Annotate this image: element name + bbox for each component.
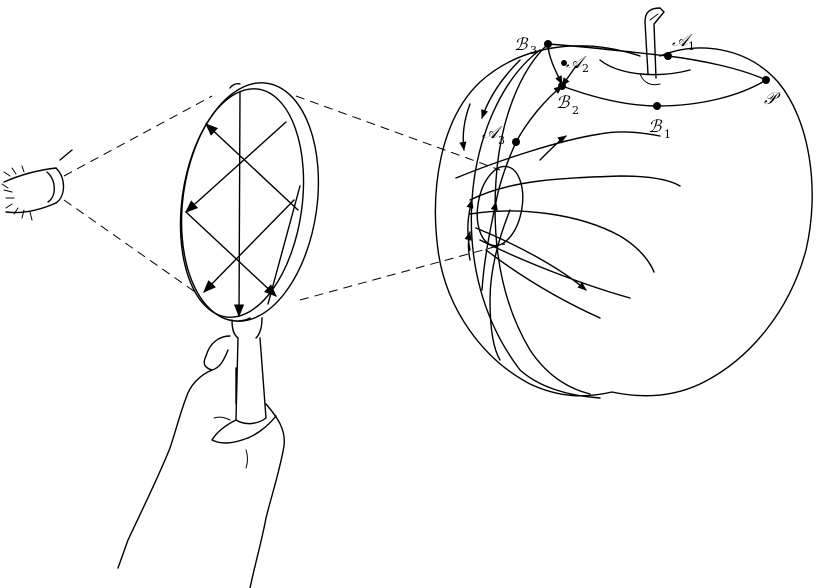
label-P-letter: 𝒫 — [764, 89, 781, 109]
label-A1: 𝒜 1 — [672, 31, 695, 53]
label-B3-letter: ℬ — [514, 35, 529, 55]
label-A3-letter: 𝒜 — [482, 123, 503, 143]
point-A2 — [561, 60, 567, 66]
label-B1: ℬ 1 — [648, 117, 671, 141]
point-A1 — [664, 52, 672, 60]
apple — [434, 45, 813, 397]
point-P — [762, 76, 770, 84]
magnifier-handle — [231, 317, 267, 425]
label-B2-sub: 2 — [572, 104, 579, 117]
apple-curves — [455, 43, 767, 399]
point-A3 — [512, 138, 520, 146]
sight-lines — [63, 95, 506, 301]
point-B1 — [653, 102, 661, 110]
label-A3-sub: 3 — [498, 134, 505, 147]
label-A2-letter: 𝒜 — [566, 53, 587, 73]
label-A1-letter: 𝒜 — [672, 31, 693, 51]
label-A2: 𝒜 2 — [566, 53, 589, 75]
label-A1-sub: 1 — [688, 40, 695, 53]
label-B1-letter: ℬ — [648, 117, 663, 137]
label-B3: ℬ 3 — [514, 35, 537, 57]
label-B1-sub: 1 — [664, 128, 671, 141]
label-P: 𝒫 — [764, 89, 781, 109]
label-A3: 𝒜 3 — [482, 123, 505, 147]
point-B3 — [544, 40, 552, 48]
label-B3-sub: 3 — [530, 44, 537, 57]
eye-icon — [1, 149, 73, 221]
label-B2-letter: ℬ — [556, 93, 571, 113]
magnifying-glass-lens — [179, 82, 320, 322]
labeled-points — [512, 40, 770, 146]
magnified-vector-field — [185, 91, 301, 318]
label-A2-sub: 2 — [582, 62, 589, 75]
apple-stem — [644, 7, 665, 79]
magnified-region — [476, 165, 524, 247]
label-B2: ℬ 2 — [556, 93, 579, 117]
point-B2 — [558, 82, 566, 90]
hand — [117, 335, 285, 588]
